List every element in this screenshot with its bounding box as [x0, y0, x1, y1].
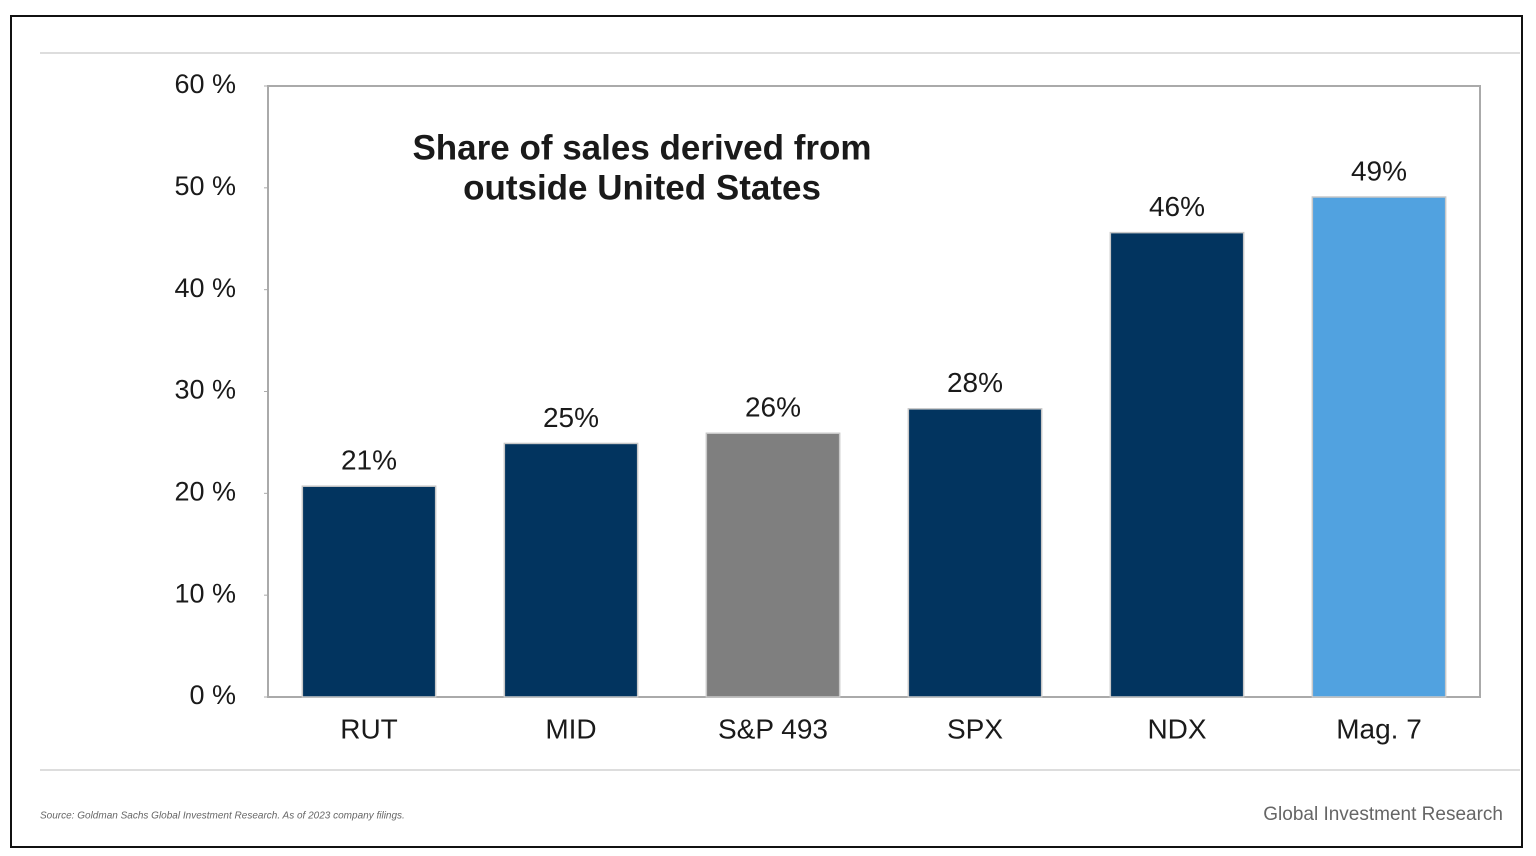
y-tick-label: 0 % — [189, 680, 236, 710]
y-tick-label: 10 % — [174, 578, 236, 608]
y-tick-label: 30 % — [174, 375, 236, 405]
y-tick-label: 40 % — [174, 273, 236, 303]
frame — [10, 15, 1523, 848]
value-label: 26% — [745, 392, 801, 423]
chart-title: Share of sales derived from — [412, 128, 871, 167]
bar — [1311, 196, 1447, 698]
x-tick-label: NDX — [1147, 713, 1206, 744]
bar — [907, 408, 1043, 698]
x-tick-label: Mag. 7 — [1336, 713, 1422, 744]
x-tick-label: SPX — [947, 713, 1003, 744]
value-label: 46% — [1149, 191, 1205, 222]
bar — [1109, 231, 1245, 698]
bar — [705, 432, 841, 698]
x-tick-label: MID — [545, 713, 596, 744]
value-label: 28% — [947, 367, 1003, 398]
bar — [301, 485, 437, 698]
value-label: 25% — [543, 402, 599, 433]
value-label: 21% — [341, 445, 397, 476]
bar — [503, 442, 639, 698]
source-note: Source: Goldman Sachs Global Investment … — [40, 811, 405, 822]
y-tick-label: 50 % — [174, 171, 236, 201]
x-tick-label: S&P 493 — [718, 713, 828, 744]
brand: Global Investment Research — [1263, 804, 1503, 825]
y-tick-label: 20 % — [174, 476, 236, 506]
x-tick-label: RUT — [340, 713, 398, 744]
y-tick-label: 60 % — [174, 69, 236, 99]
value-label: 49% — [1351, 155, 1407, 186]
chart-title: outside United States — [463, 168, 821, 207]
plot-border — [267, 85, 1481, 698]
